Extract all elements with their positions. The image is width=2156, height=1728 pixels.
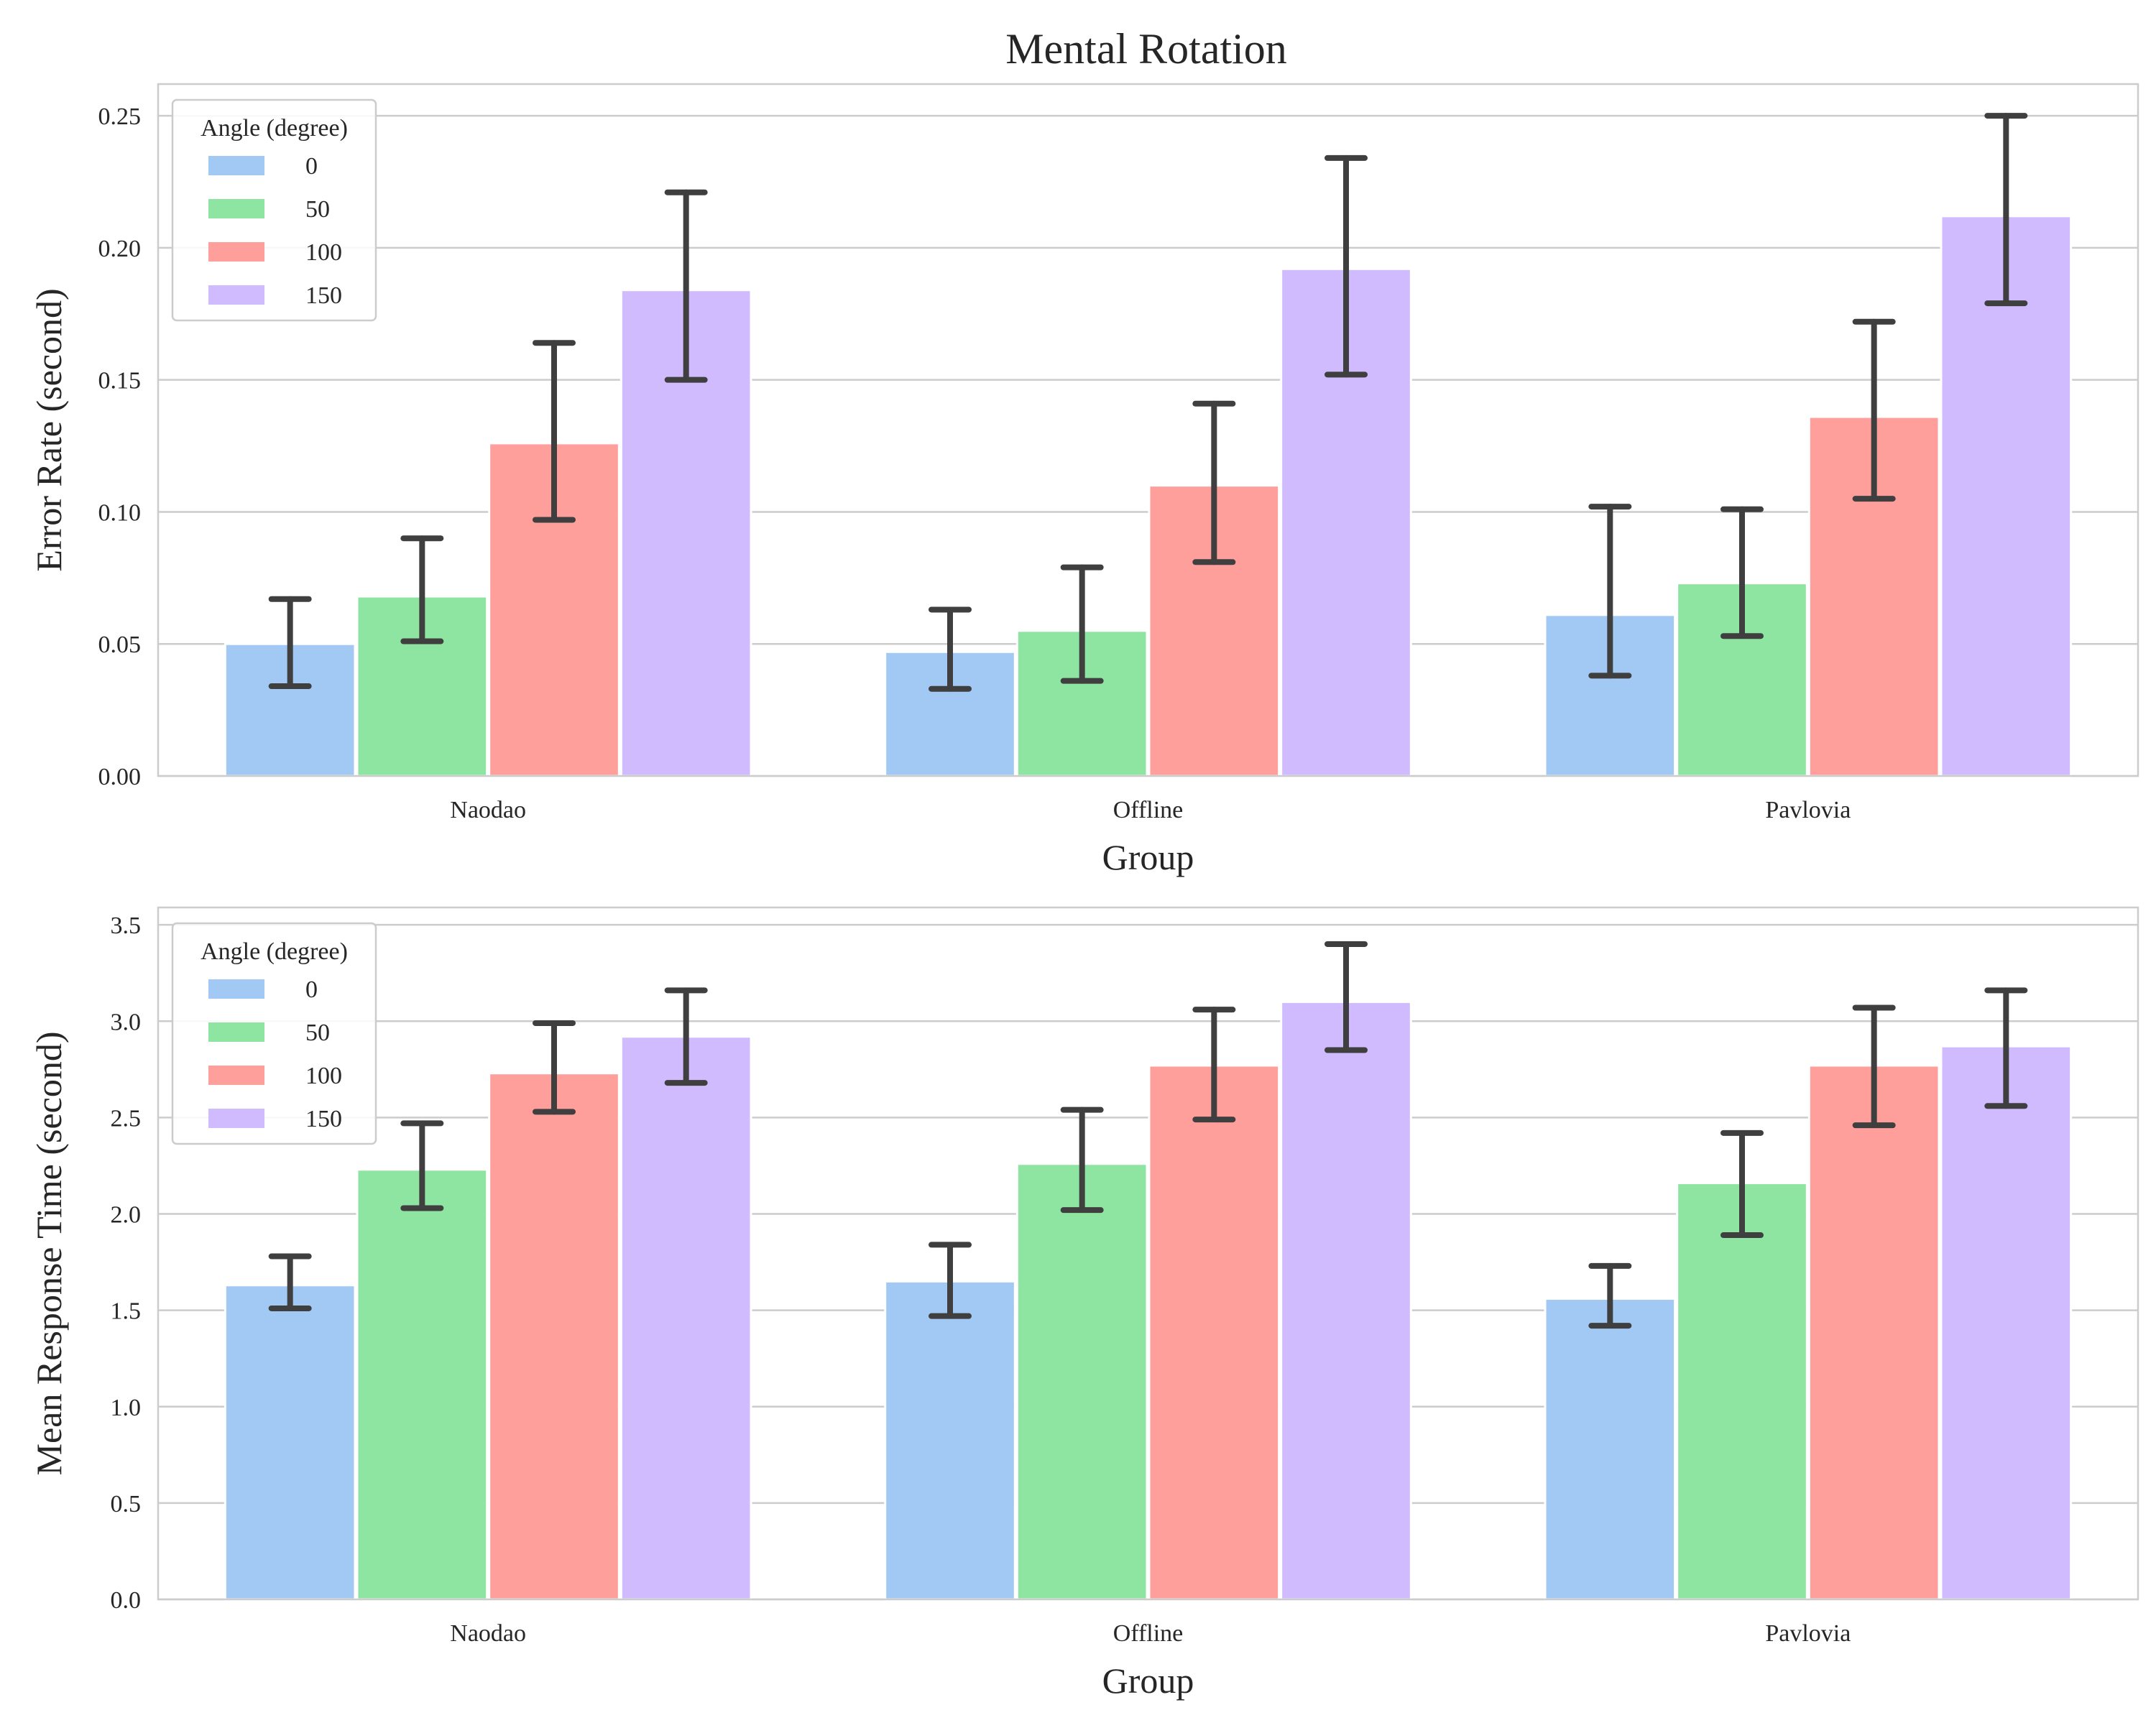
y-tick-label: 0.05 bbox=[98, 632, 142, 658]
y-tick-label: 0.00 bbox=[98, 764, 142, 790]
legend-label: 50 bbox=[305, 1020, 330, 1046]
y-tick-label: 0.10 bbox=[98, 499, 142, 526]
legend-box bbox=[171, 98, 377, 322]
y-tick-label: 0.5 bbox=[111, 1491, 142, 1517]
x-tick-label: Pavlovia bbox=[1765, 797, 1851, 823]
axes-frame bbox=[157, 906, 2139, 1601]
figure-title: Mental Rotation bbox=[1005, 25, 1287, 73]
legend-label: 100 bbox=[305, 1063, 342, 1089]
legend-swatch bbox=[208, 199, 264, 218]
legend-swatch bbox=[208, 979, 264, 999]
legend-label: 100 bbox=[305, 239, 342, 266]
bar bbox=[488, 1072, 620, 1601]
y-tick-label: 0.15 bbox=[98, 368, 142, 394]
legend-label: 0 bbox=[305, 976, 318, 1003]
y-tick-label: 0.25 bbox=[98, 103, 142, 130]
axes-frame bbox=[157, 83, 2139, 777]
x-tick-label: Naodao bbox=[450, 1620, 526, 1647]
bar bbox=[619, 1035, 752, 1601]
x-axis-title: Group bbox=[1102, 1660, 1194, 1701]
y-tick-label: 0.0 bbox=[111, 1587, 142, 1614]
legend-box bbox=[171, 922, 377, 1145]
y-tick-label: 1.5 bbox=[111, 1298, 142, 1325]
panel-error-rate: 0.00 0.05 0.10 0.15 0.20 0.25 Naodao Offline Pav… bbox=[29, 83, 2139, 877]
y-tick-label: 0.20 bbox=[98, 236, 142, 262]
legend-label: 0 bbox=[305, 153, 318, 180]
legend-label: 150 bbox=[305, 1106, 342, 1132]
legend-swatch bbox=[208, 285, 264, 305]
y-tick-label: 3.5 bbox=[111, 912, 142, 939]
bar bbox=[1940, 1045, 2073, 1601]
y-tick-label: 1.0 bbox=[111, 1395, 142, 1421]
x-tick-label: Offline bbox=[1113, 1620, 1184, 1647]
x-tick-label: Naodao bbox=[450, 797, 526, 823]
legend-swatch bbox=[208, 156, 264, 175]
panel-response-time: 0.0 0.5 1.0 1.5 2.0 2.5 3.0 3.5 Naodao Offline Pav… bbox=[29, 906, 2139, 1701]
y-axis-title: Mean Response Time (second) bbox=[29, 1032, 69, 1476]
y-tick-label: 2.0 bbox=[111, 1202, 142, 1229]
bar bbox=[1015, 1163, 1148, 1601]
legend-swatch bbox=[208, 1022, 264, 1042]
legend-swatch bbox=[208, 242, 264, 262]
bar bbox=[356, 1168, 489, 1601]
y-axis-title: Error Rate (second) bbox=[29, 288, 69, 571]
legend-title: Angle (degree) bbox=[201, 115, 348, 142]
bar bbox=[884, 1280, 1016, 1601]
bar bbox=[1807, 1064, 1940, 1601]
bar bbox=[1940, 215, 2073, 777]
x-axis-title: Group bbox=[1102, 837, 1194, 877]
y-tick-label: 2.5 bbox=[111, 1105, 142, 1132]
legend-swatch bbox=[208, 1109, 264, 1128]
bar bbox=[1280, 1000, 1412, 1601]
legend-label: 50 bbox=[305, 196, 330, 223]
x-tick-label: Pavlovia bbox=[1765, 1620, 1851, 1647]
bar bbox=[1148, 1064, 1281, 1601]
legend-swatch bbox=[208, 1066, 264, 1085]
bar bbox=[224, 1284, 356, 1601]
x-tick-label: Offline bbox=[1113, 797, 1184, 823]
legend-label: 150 bbox=[305, 282, 342, 309]
y-tick-label: 3.0 bbox=[111, 1009, 142, 1035]
legend-title: Angle (degree) bbox=[201, 938, 348, 965]
bar bbox=[1544, 1298, 1677, 1601]
bar bbox=[1676, 1182, 1808, 1601]
